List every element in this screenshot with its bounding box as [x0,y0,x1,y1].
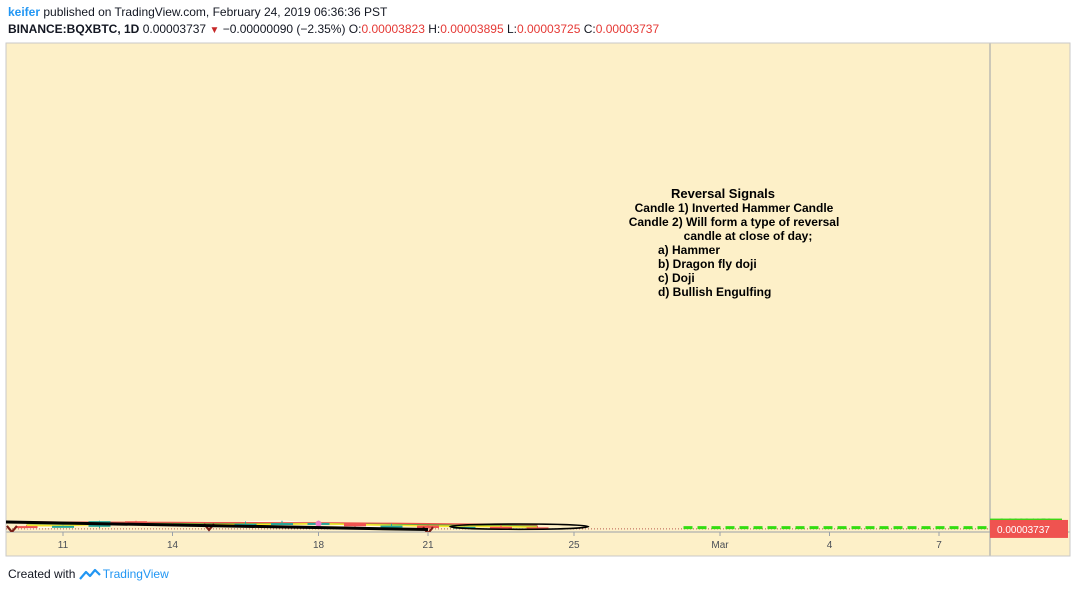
annotation-line: Candle 2) Will form a type of reversal [629,215,840,229]
candle-body-up [380,525,403,528]
high-label: H: [428,22,441,36]
time-axis [6,532,1070,556]
author-name[interactable]: keifer [8,5,41,19]
candle-body-down [417,525,439,529]
symbol-label: BINANCE:BQXBTC, 1D [8,22,140,36]
annotation-line: Candle 1) Inverted Hammer Candle [635,201,834,215]
candle-body-down [15,526,38,529]
tradingview-logo-icon [78,568,101,580]
annotation-line: a) Hammer [658,243,720,257]
highlight-ellipse [449,523,590,531]
x-tick-label: 14 [167,540,179,551]
candle-body-down [344,523,366,527]
close-value: 0.00003737 [595,22,660,36]
price-axis [990,43,1070,532]
candle-body-down [526,527,549,530]
candle-body-down [490,526,512,529]
open-label: O: [348,22,362,36]
x-tick-label: 4 [827,540,833,551]
created-with-label: Created with [8,567,76,581]
low-value: 0.00003725 [516,22,581,36]
publish-header: keifer published on TradingView.com, Feb… [8,5,387,19]
plot-area [6,43,990,532]
current-price-badge [990,519,1068,538]
annotation-line: c) Doji [658,271,695,285]
candle-body-up [271,523,293,526]
ohlc-header: BINANCE:BQXBTC, 1D 0.00003737 ▼ −0.00000… [8,22,659,36]
chart-frame [5,42,1071,557]
x-tick-label: 21 [422,540,434,551]
annotation-line: b) Dragon fly doji [658,257,757,271]
annotation-title: Reversal Signals [671,186,775,201]
plot-content [6,520,990,532]
annotation-line: candle at close of day; [684,229,813,243]
close-label: C: [583,22,596,36]
footer: Created with TradingView [8,567,169,581]
x-tick-label: 18 [313,540,325,551]
down-arrow-icon: ▼ [209,25,220,36]
x-tick-label: 11 [58,540,69,551]
cross-marker [315,520,322,527]
x-tick-label: 25 [568,540,580,551]
x-tick-label: 7 [936,540,942,551]
high-value: 0.00003895 [440,22,504,36]
x-tick-label: Mar [711,540,729,551]
last-price: 0.00003737 [142,22,207,36]
pivot-marker-icon [6,525,18,532]
candle-body-up [52,525,74,528]
annotation-line: d) Bullish Engulfing [658,285,771,299]
low-label: L: [506,22,517,36]
current-price-label: 0.00003737 [997,525,1050,536]
publish-info: published on TradingView.com, February 2… [43,5,388,19]
trendline [6,520,429,532]
tradingview-link[interactable]: TradingView [102,567,169,581]
open-value: 0.00003823 [361,22,425,36]
price-change: −0.00000090 (−2.35%) [222,22,346,36]
candle-body-down [125,521,147,524]
